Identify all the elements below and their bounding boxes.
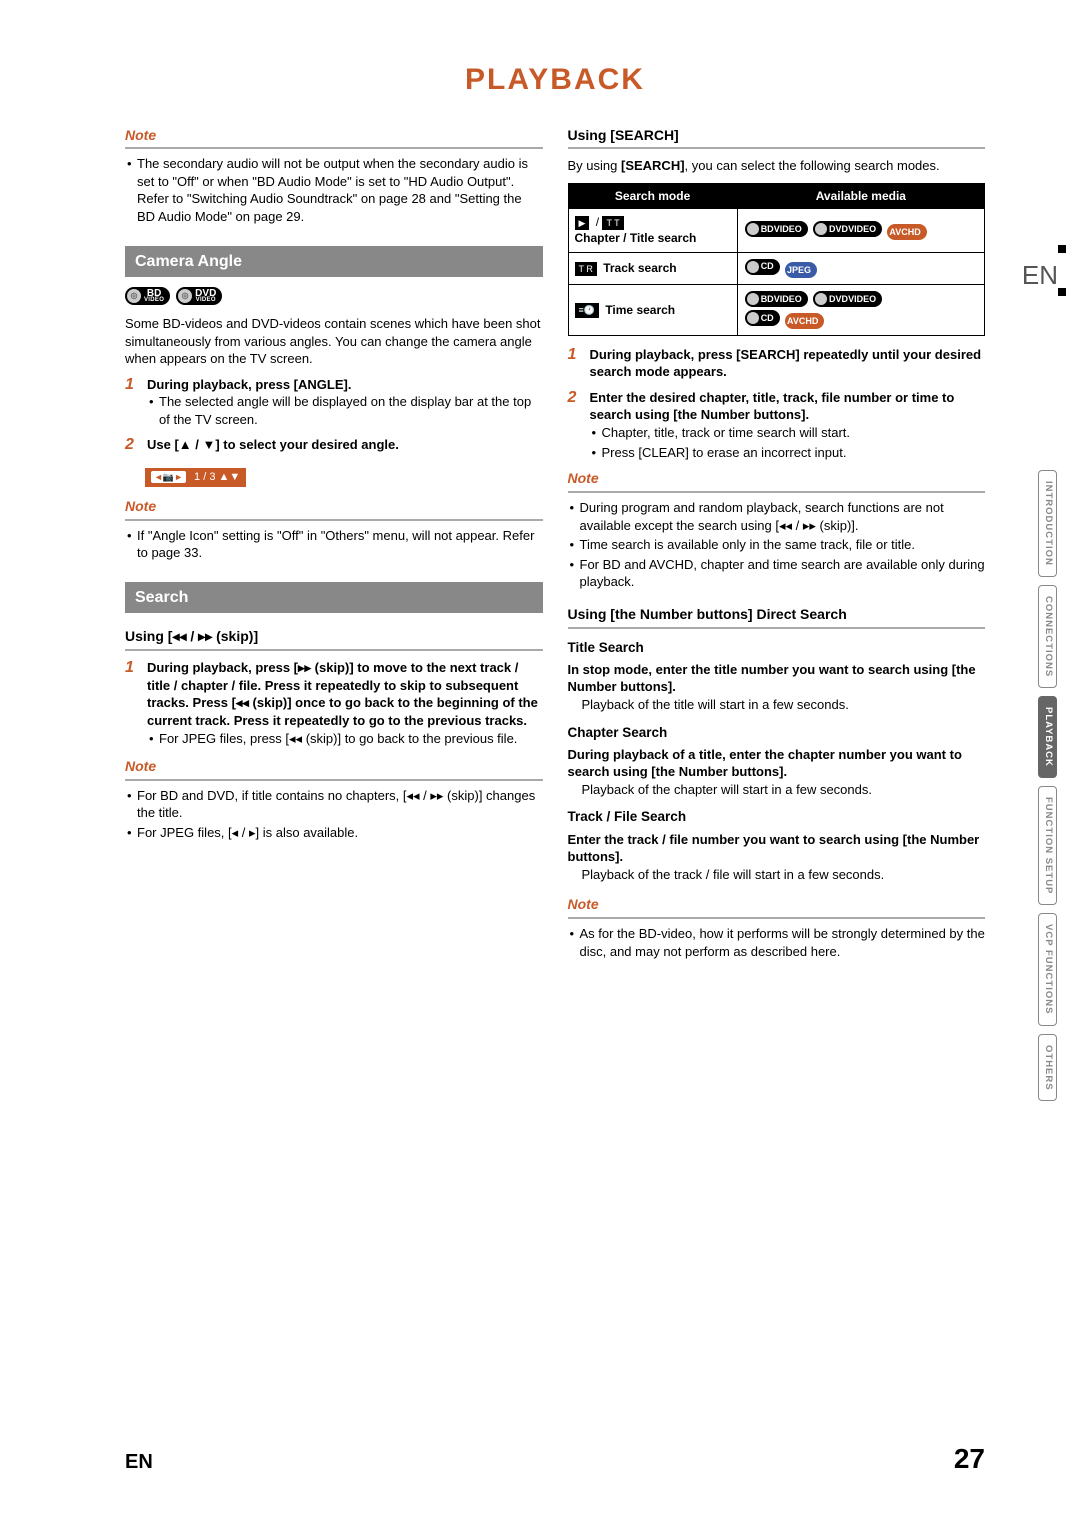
skip-step-head: During playback, press [▸▸ (skip)] to mo…: [147, 659, 543, 729]
track-search-text: Playback of the track / file will start …: [568, 866, 986, 884]
search-step-2-b2: Press [CLEAR] to erase an incorrect inpu…: [590, 444, 986, 462]
page-title: PLAYBACK: [125, 60, 985, 101]
title-search-text: Playback of the title will start in a fe…: [568, 696, 986, 714]
title-search-bold: In stop mode, enter the title number you…: [568, 661, 986, 696]
disc-icon: ◎: [178, 289, 192, 303]
tt-icon: T T: [602, 216, 623, 230]
cell-track: T R Track search: [568, 252, 737, 284]
chapter-search-bold: During playback of a title, enter the ch…: [568, 746, 986, 781]
divider: [125, 147, 543, 149]
note-label: Note: [125, 126, 543, 145]
cd-badge: CD: [745, 259, 780, 275]
tab-connections[interactable]: CONNECTIONS: [1038, 585, 1057, 688]
step-2-head: Use [▲ / ▼] to select your desired angle…: [147, 436, 543, 454]
side-nav-tabs: INTRODUCTION CONNECTIONS PLAYBACK FUNCTI…: [1038, 470, 1060, 1109]
avchd-badge: AVCHD: [887, 224, 926, 240]
time-icon: ≡🕐: [575, 303, 599, 317]
divider: [125, 519, 543, 521]
cell-media: BDVIDEO DVDVIDEO CD AVCHD: [737, 284, 984, 335]
left-column: Note The secondary audio will not be out…: [125, 126, 543, 963]
right-column: Using [SEARCH] By using [SEARCH], you ca…: [568, 126, 986, 963]
note-text: The secondary audio will not be output w…: [125, 155, 543, 225]
note-bullet: For BD and DVD, if title contains no cha…: [125, 787, 543, 822]
avchd-badge: AVCHD: [785, 313, 824, 329]
jpeg-badge: JPEG: [785, 262, 817, 278]
note-bullet: For BD and AVCHD, chapter and time searc…: [568, 556, 986, 591]
search-mode-table: Search mode Available media ▶ / T T Chap…: [568, 183, 986, 336]
angle-value: 1 / 3 ▲▼: [194, 470, 240, 485]
play-icon: ▶: [575, 216, 590, 230]
section-search: Search: [125, 582, 543, 614]
search-step-2-b1: Chapter, title, track or time search wil…: [590, 424, 986, 442]
section-camera-angle: Camera Angle: [125, 246, 543, 278]
note-label: Note: [568, 469, 986, 488]
step-1-head: During playback, press [ANGLE].: [147, 376, 543, 394]
cell-media: CD JPEG: [737, 252, 984, 284]
note-label: Note: [125, 757, 543, 776]
step-1-bullet: The selected angle will be displayed on …: [147, 393, 543, 428]
title-search-head: Title Search: [568, 639, 986, 657]
skip-bullet: For JPEG files, press [◂◂ (skip)] to go …: [147, 730, 543, 748]
disc-badges-row: ◎ BDVIDEO ◎ DVDVIDEO: [125, 287, 543, 305]
cell-time: ≡🕐 Time search: [568, 284, 737, 335]
camera-icon: ◄📷►: [151, 471, 186, 483]
tab-introduction[interactable]: INTRODUCTION: [1038, 470, 1057, 577]
tr-icon: T R: [575, 262, 597, 276]
page-footer: EN 27: [125, 1440, 985, 1478]
cell-media: BDVIDEO DVDVIDEO AVCHD: [737, 209, 984, 252]
search-intro: By using [SEARCH], you can select the fo…: [568, 157, 986, 175]
note-label: Note: [125, 497, 543, 516]
dvd-badge: DVDVIDEO: [813, 221, 882, 237]
cell-chapter-title: ▶ / T T Chapter / Title search: [568, 209, 737, 252]
footer-page-number: 27: [954, 1440, 985, 1478]
bd-badge: BDVIDEO: [745, 221, 808, 237]
corner-marker: [1058, 288, 1066, 296]
cd-badge: CD: [745, 310, 780, 326]
dvd-video-badge: ◎ DVDVIDEO: [176, 287, 222, 305]
th-available-media: Available media: [737, 183, 984, 208]
th-search-mode: Search mode: [568, 183, 737, 208]
note-bullet: For JPEG files, [◂ / ▸] is also availabl…: [125, 824, 543, 842]
divider: [568, 491, 986, 493]
camera-intro: Some BD-videos and DVD-videos contain sc…: [125, 315, 543, 368]
tab-others[interactable]: OTHERS: [1038, 1034, 1057, 1102]
note-text: As for the BD-video, how it performs wil…: [568, 925, 986, 960]
note-bullet: Time search is available only in the sam…: [568, 536, 986, 554]
subheader-direct-search: Using [the Number buttons] Direct Search: [568, 605, 986, 629]
note-bullet: During program and random playback, sear…: [568, 499, 986, 534]
search-step-1: During playback, press [SEARCH] repeated…: [590, 346, 986, 381]
subheader-skip: Using [◂◂ / ▸▸ (skip)]: [125, 627, 543, 651]
tab-playback[interactable]: PLAYBACK: [1038, 696, 1057, 778]
divider: [125, 779, 543, 781]
note-text: If "Angle Icon" setting is "Off" in "Oth…: [125, 527, 543, 562]
corner-marker: [1058, 245, 1066, 253]
tab-function-setup[interactable]: FUNCTION SETUP: [1038, 786, 1057, 905]
bd-badge: BDVIDEO: [745, 291, 808, 307]
page-lang-side: EN: [1022, 258, 1058, 293]
divider: [568, 917, 986, 919]
dvd-badge: DVDVIDEO: [813, 291, 882, 307]
note-label: Note: [568, 895, 986, 914]
search-step-2: Enter the desired chapter, title, track,…: [590, 389, 986, 424]
subheader-using-search: Using [SEARCH]: [568, 126, 986, 150]
tab-vcp-functions[interactable]: VCP FUNCTIONS: [1038, 913, 1057, 1025]
track-search-head: Track / File Search: [568, 808, 986, 826]
chapter-search-text: Playback of the chapter will start in a …: [568, 781, 986, 799]
footer-lang: EN: [125, 1449, 153, 1476]
track-search-bold: Enter the track / file number you want t…: [568, 831, 986, 866]
bd-video-badge: ◎ BDVIDEO: [125, 287, 170, 305]
angle-indicator: ◄📷► 1 / 3 ▲▼: [145, 468, 246, 487]
chapter-search-head: Chapter Search: [568, 724, 986, 742]
disc-icon: ◎: [127, 289, 141, 303]
